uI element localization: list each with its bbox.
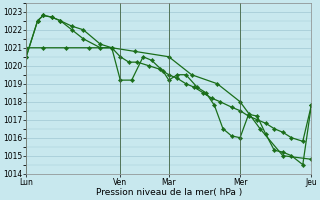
X-axis label: Pression niveau de la mer( hPa ): Pression niveau de la mer( hPa ): [96, 188, 242, 197]
